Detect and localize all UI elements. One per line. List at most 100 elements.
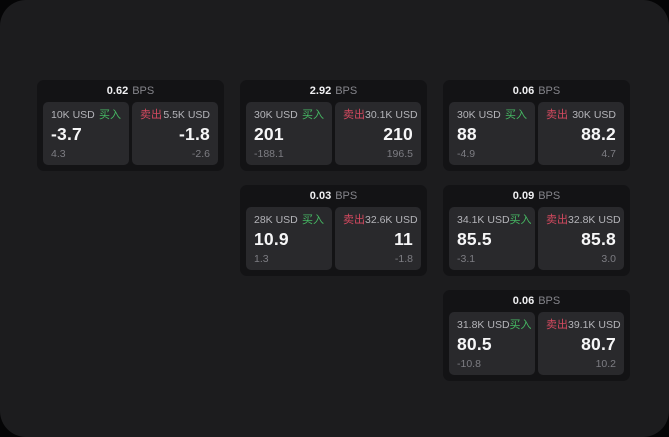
buy-toprow: 31.8K USD 买入 [457,319,532,331]
quote-panels: 30K USD 买入 88 -4.9 卖出 30K USD 88.2 4.7 [443,102,630,171]
quote-panels: 34.1K USD 买入 85.5 -3.1 卖出 32.8K USD 85.8… [443,207,630,276]
sell-price: 210 [383,124,413,144]
buy-sub-value: 4.3 [51,148,66,160]
bps-header: 0.09 BPS [443,185,630,207]
bps-value: 0.06 [512,295,535,307]
buy-notional: 31.8K USD [457,319,510,331]
buy-price: 88 [457,124,477,144]
sell-notional: 32.6K USD [365,214,418,226]
buy-toprow: 28K USD 买入 [254,214,324,226]
quote-panels: 28K USD 买入 10.9 1.3 卖出 32.6K USD 11 -1.8 [240,207,427,276]
sell-toprow: 卖出 5.5K USD [140,109,210,121]
sell-side-label: 卖出 [546,319,568,331]
buy-notional: 10K USD [51,109,95,121]
bps-unit-label: BPS [335,190,358,202]
quote-card: 0.09 BPS 34.1K USD 买入 85.5 -3.1 卖出 32.8K… [443,185,630,276]
buy-price: 201 [254,124,284,144]
quote-panels: 30K USD 买入 201 -188.1 卖出 30.1K USD 210 1… [240,102,427,171]
bps-value: 0.06 [512,85,535,97]
sell-side-label: 卖出 [140,109,162,121]
buy-side-label: 买入 [509,319,532,331]
buy-sub-value: -10.8 [457,358,481,370]
bps-value: 2.92 [309,85,332,97]
sell-toprow: 卖出 32.6K USD [343,214,418,226]
sell-notional: 30K USD [572,109,616,121]
sell-panel[interactable]: 卖出 32.8K USD 85.8 3.0 [538,207,624,270]
sell-sub-value: 10.2 [595,358,616,370]
sell-panel[interactable]: 卖出 32.6K USD 11 -1.8 [335,207,421,270]
bps-header: 0.62 BPS [37,80,224,102]
buy-panel[interactable]: 30K USD 买入 88 -4.9 [449,102,535,165]
quote-card-grid: 0.62 BPS 10K USD 买入 -3.7 4.3 卖出 5.5K USD [37,80,630,381]
sell-panel[interactable]: 卖出 5.5K USD -1.8 -2.6 [132,102,218,165]
bps-unit-label: BPS [538,190,561,202]
buy-price: 85.5 [457,229,492,249]
buy-sub-value: -3.1 [457,253,476,265]
sell-sub-value: -1.8 [394,253,413,265]
buy-side-label: 买入 [302,109,324,121]
sell-sub-value: 196.5 [386,148,413,160]
sell-panel[interactable]: 卖出 39.1K USD 80.7 10.2 [538,312,624,375]
buy-sub-value: -4.9 [457,148,476,160]
buy-panel[interactable]: 30K USD 买入 201 -188.1 [246,102,332,165]
buy-notional: 30K USD [457,109,501,121]
quote-card: 0.62 BPS 10K USD 买入 -3.7 4.3 卖出 5.5K USD [37,80,224,171]
quote-panels: 31.8K USD 买入 80.5 -10.8 卖出 39.1K USD 80.… [443,312,630,381]
sell-panel[interactable]: 卖出 30.1K USD 210 196.5 [335,102,421,165]
sell-price: 88.2 [581,124,616,144]
buy-price: 80.5 [457,334,492,354]
buy-panel[interactable]: 28K USD 买入 10.9 1.3 [246,207,332,270]
buy-notional: 34.1K USD [457,214,510,226]
buy-panel[interactable]: 34.1K USD 买入 85.5 -3.1 [449,207,535,270]
buy-sub-value: 1.3 [254,253,269,265]
buy-side-label: 买入 [505,109,527,121]
sell-notional: 5.5K USD [163,109,210,121]
buy-notional: 28K USD [254,214,298,226]
sell-side-label: 卖出 [343,214,365,226]
sell-toprow: 卖出 32.8K USD [546,214,621,226]
bps-header: 0.06 BPS [443,290,630,312]
buy-price: 10.9 [254,229,289,249]
sell-side-label: 卖出 [546,214,568,226]
sell-price: 80.7 [581,334,616,354]
bps-unit-label: BPS [538,295,561,307]
quote-panels: 10K USD 买入 -3.7 4.3 卖出 5.5K USD -1.8 -2.… [37,102,224,171]
sell-toprow: 卖出 39.1K USD [546,319,621,331]
sell-notional: 39.1K USD [568,319,621,331]
quote-card: 2.92 BPS 30K USD 买入 201 -188.1 卖出 30.1K … [240,80,427,171]
quote-card: 0.06 BPS 31.8K USD 买入 80.5 -10.8 卖出 39.1… [443,290,630,381]
buy-toprow: 30K USD 买入 [457,109,527,121]
bps-value: 0.62 [106,85,129,97]
quote-card: 0.03 BPS 28K USD 买入 10.9 1.3 卖出 32.6K US… [240,185,427,276]
sell-toprow: 卖出 30.1K USD [343,109,418,121]
buy-panel[interactable]: 31.8K USD 买入 80.5 -10.8 [449,312,535,375]
sell-sub-value: 3.0 [601,253,616,265]
sell-price: -1.8 [179,124,210,144]
buy-sub-value: -188.1 [254,148,284,160]
bps-header: 2.92 BPS [240,80,427,102]
sell-price: 85.8 [581,229,616,249]
sell-side-label: 卖出 [546,109,568,121]
buy-side-label: 买入 [302,214,324,226]
sell-panel[interactable]: 卖出 30K USD 88.2 4.7 [538,102,624,165]
bps-header: 0.03 BPS [240,185,427,207]
quote-card: 0.06 BPS 30K USD 买入 88 -4.9 卖出 30K USD [443,80,630,171]
buy-panel[interactable]: 10K USD 买入 -3.7 4.3 [43,102,129,165]
buy-toprow: 10K USD 买入 [51,109,121,121]
bps-value: 0.03 [309,190,332,202]
sell-side-label: 卖出 [343,109,365,121]
sell-price: 11 [394,229,413,249]
buy-side-label: 买入 [509,214,532,226]
buy-notional: 30K USD [254,109,298,121]
bps-value: 0.09 [512,190,535,202]
bps-header: 0.06 BPS [443,80,630,102]
sell-notional: 32.8K USD [568,214,621,226]
buy-toprow: 34.1K USD 买入 [457,214,532,226]
sell-sub-value: 4.7 [601,148,616,160]
sell-sub-value: -2.6 [191,148,210,160]
sell-notional: 30.1K USD [365,109,418,121]
bps-unit-label: BPS [335,85,358,97]
bps-unit-label: BPS [538,85,561,97]
sell-toprow: 卖出 30K USD [546,109,616,121]
